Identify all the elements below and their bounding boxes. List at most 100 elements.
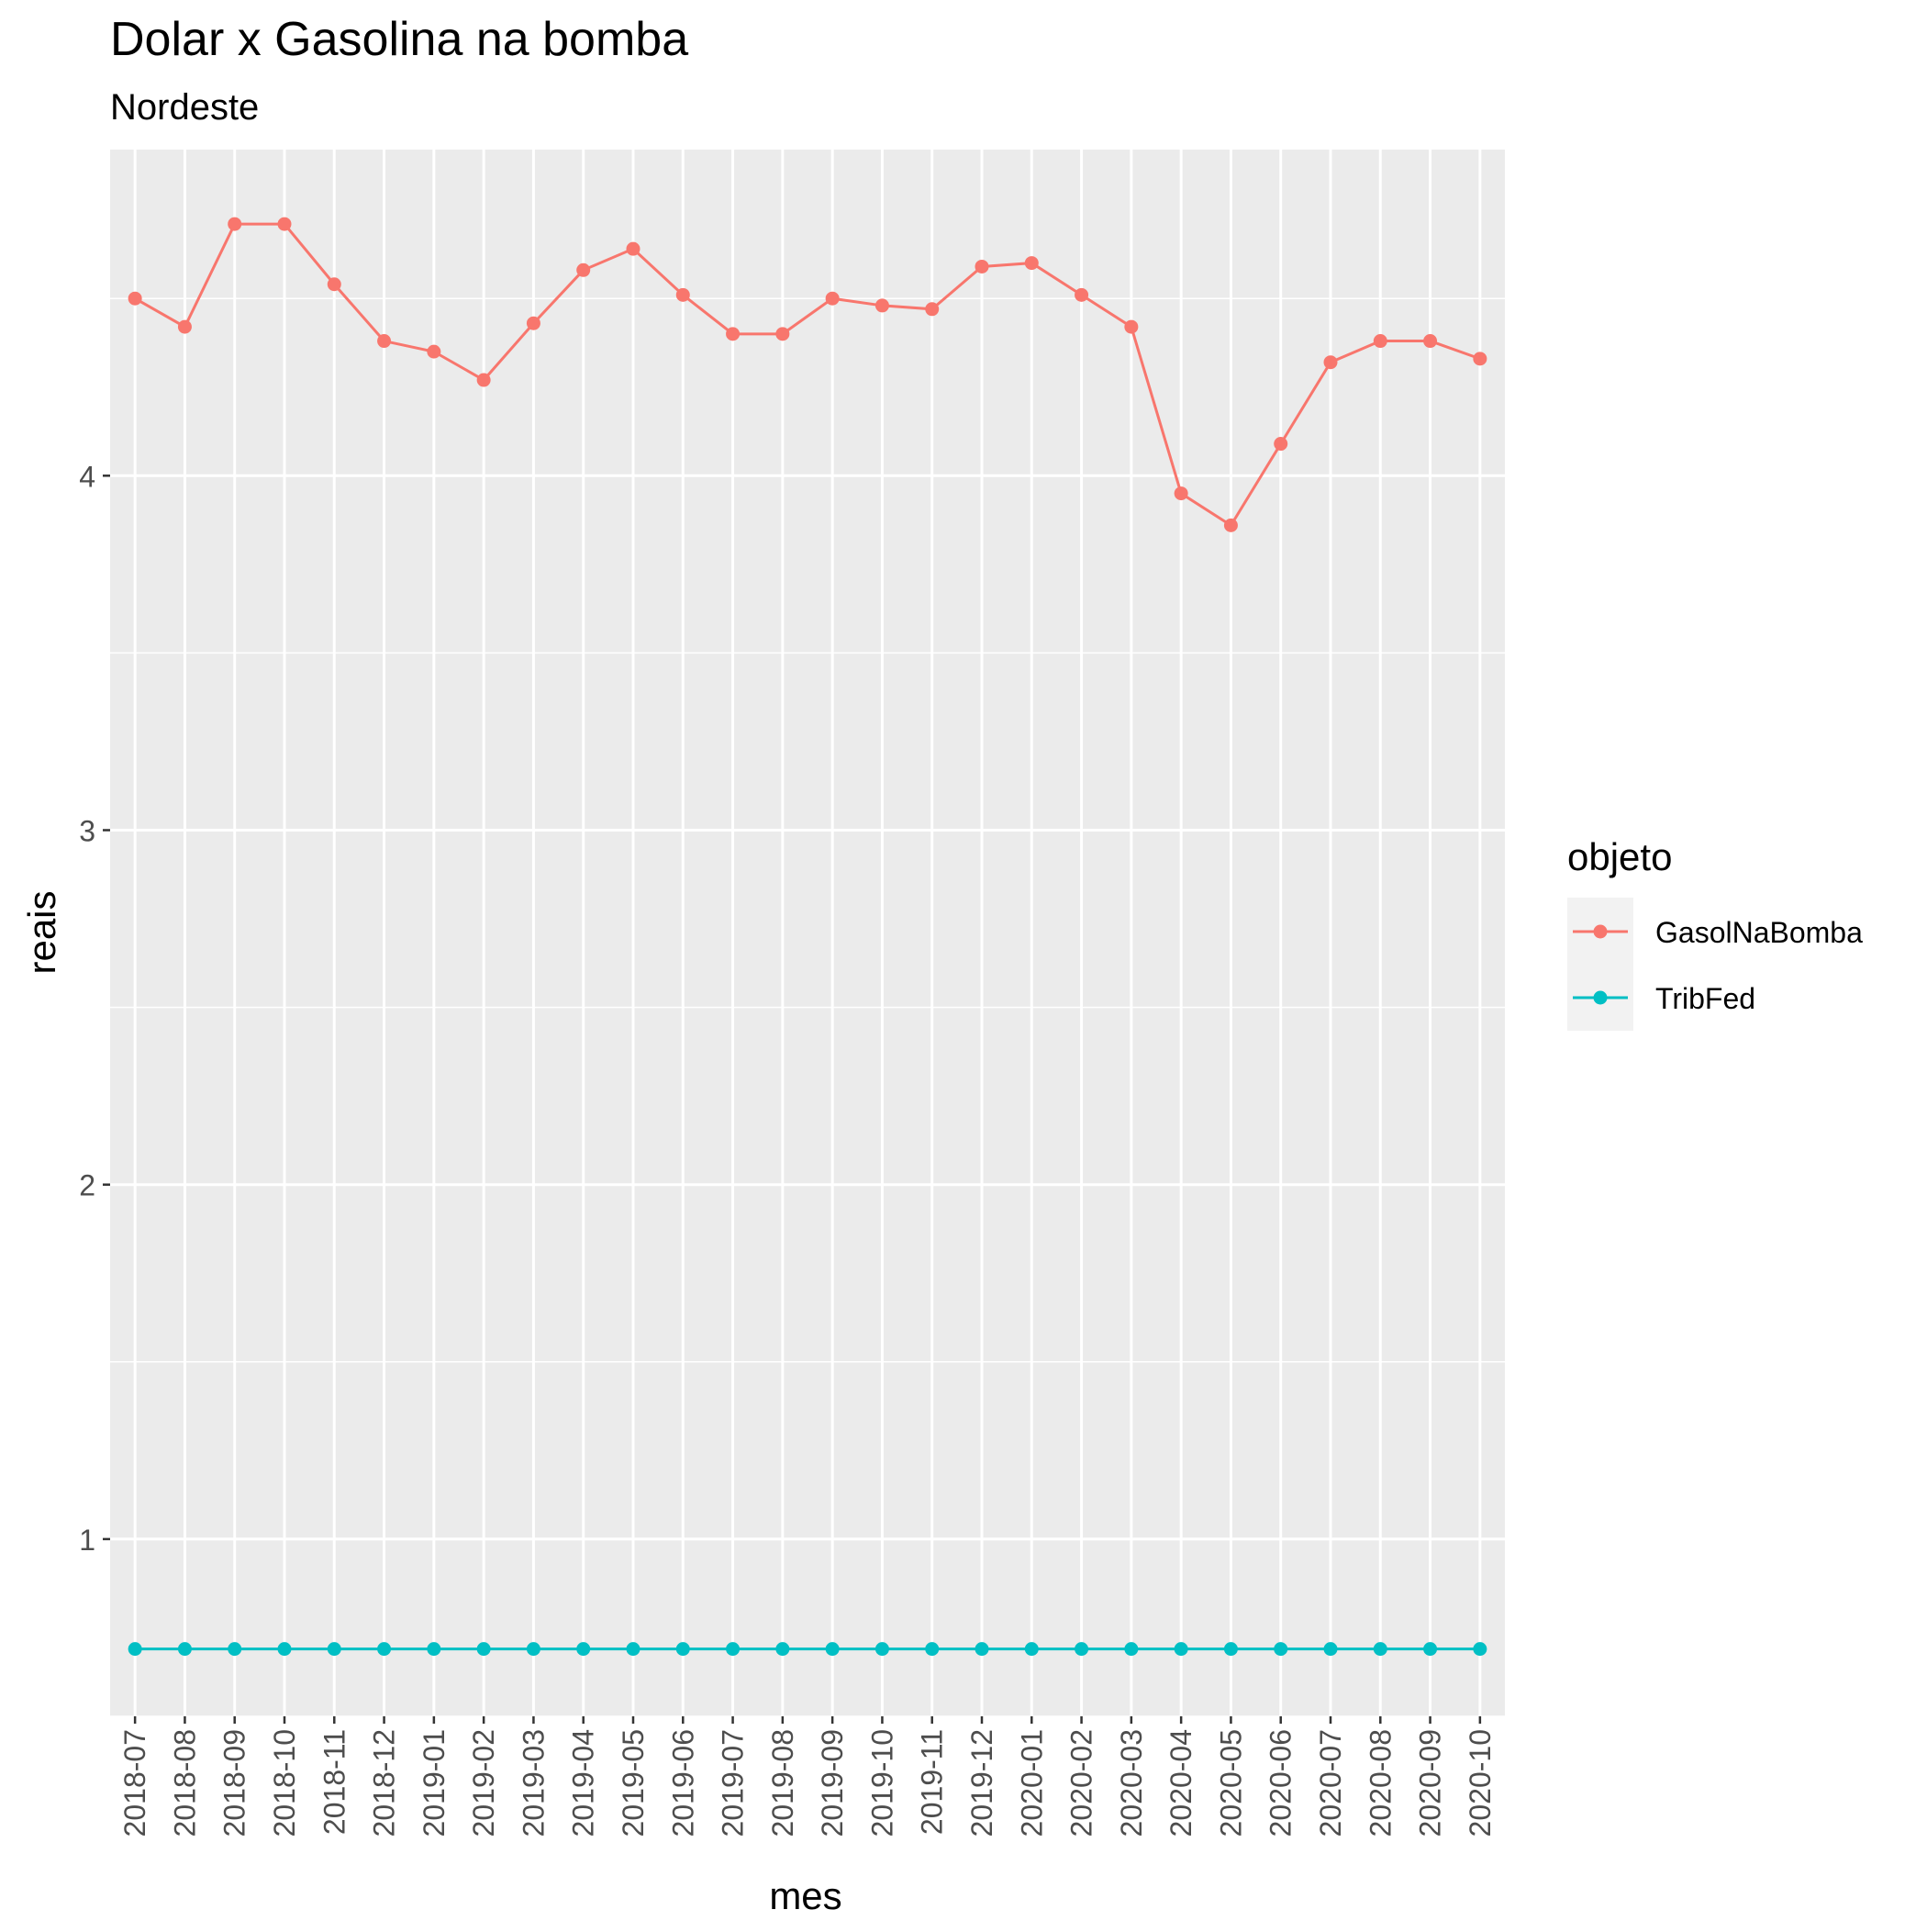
legend-label: TribFed [1655, 982, 1755, 1015]
data-point [427, 344, 441, 359]
y-tick-label: 1 [79, 1524, 95, 1557]
x-tick-label: 2018-08 [168, 1729, 201, 1837]
legend: objeto GasolNaBomba TribFed [1567, 835, 1863, 1031]
data-point [1124, 1642, 1139, 1657]
data-point [476, 373, 491, 387]
data-point [775, 327, 790, 341]
y-tick-label: 2 [79, 1169, 95, 1202]
x-tick-label: 2018-07 [118, 1729, 151, 1837]
plot-panel [110, 150, 1505, 1716]
grid [110, 150, 1505, 1717]
data-point [975, 1642, 989, 1657]
data-point [1473, 352, 1487, 366]
x-tick-label: 2018-09 [218, 1729, 251, 1837]
x-tick-label: 2020-01 [1015, 1729, 1048, 1837]
legend-label: GasolNaBomba [1655, 916, 1863, 949]
data-point [277, 217, 292, 231]
data-point [1174, 486, 1188, 501]
x-tick-label: 2019-05 [617, 1729, 650, 1837]
x-tick-label: 2019-03 [517, 1729, 550, 1837]
series-tribfed [128, 1642, 1487, 1657]
data-point [526, 316, 540, 330]
data-point [825, 1642, 840, 1657]
data-point [1174, 1642, 1188, 1657]
data-point [327, 277, 341, 292]
data-point [975, 259, 989, 274]
x-tick-label: 2020-09 [1414, 1729, 1447, 1837]
data-point [1075, 1642, 1089, 1657]
data-point [1024, 1642, 1039, 1657]
legend-items: GasolNaBomba TribFed [1573, 916, 1863, 1015]
data-point [1373, 1642, 1387, 1657]
x-tick-label: 2020-05 [1214, 1729, 1247, 1837]
data-point [1373, 334, 1387, 349]
data-point [177, 1642, 192, 1657]
x-tick-label: 2018-11 [317, 1729, 351, 1835]
data-point [775, 1642, 790, 1657]
x-tick-label: 2019-10 [865, 1729, 898, 1837]
x-tick-label: 2019-09 [816, 1729, 849, 1837]
x-tick-label: 2020-08 [1364, 1729, 1397, 1837]
x-tick-label: 2019-01 [418, 1729, 451, 1837]
data-point [1423, 334, 1438, 349]
legend-key-point [1593, 990, 1608, 1005]
x-tick-label: 2020-02 [1065, 1729, 1098, 1837]
data-point [377, 1642, 392, 1657]
data-point [526, 1642, 540, 1657]
legend-key-box [1567, 898, 1633, 1031]
series-gasolnabomba [128, 217, 1487, 532]
data-point [1473, 1642, 1487, 1657]
data-point [626, 1642, 640, 1657]
data-point [726, 1642, 741, 1657]
x-tick-label: 2020-04 [1164, 1729, 1197, 1837]
data-point [277, 1642, 292, 1657]
data-point [128, 291, 142, 306]
data-point [925, 302, 940, 317]
x-tick-label: 2020-10 [1464, 1729, 1497, 1837]
series-line [134, 222, 1481, 528]
data-point [427, 1642, 441, 1657]
chart-subtitle: Nordeste [110, 87, 259, 128]
data-point [228, 217, 242, 231]
data-point [1124, 319, 1139, 334]
legend-item-tribfed: TribFed [1573, 982, 1755, 1015]
data-point [1223, 1642, 1238, 1657]
data-point [1223, 518, 1238, 532]
x-tick-label: 2019-12 [965, 1729, 998, 1837]
data-point [377, 334, 392, 349]
axes: 1 2 3 4 2018-07 2018-08 2018-09 2018-10 2018-11 2… [79, 460, 1497, 1837]
x-tick-label: 2018-10 [268, 1729, 301, 1837]
x-tick-label: 2020-03 [1115, 1729, 1148, 1837]
data-point [1274, 437, 1288, 452]
x-tick-label: 2019-07 [717, 1729, 750, 1837]
x-tick-label: 2019-06 [666, 1729, 699, 1837]
series-layer [128, 217, 1487, 1657]
data-point [128, 1642, 142, 1657]
legend-key-point [1593, 924, 1608, 939]
data-point [1323, 355, 1338, 370]
y-tick-label: 4 [79, 460, 95, 493]
data-point [177, 319, 192, 334]
data-point [626, 241, 640, 256]
data-point [925, 1642, 940, 1657]
x-tick-label: 2019-08 [766, 1729, 799, 1837]
x-tick-label: 2019-11 [916, 1729, 949, 1835]
chart-title: Dolar x Gasolina na bomba [110, 13, 688, 66]
data-point [1075, 287, 1089, 302]
data-point [874, 298, 889, 313]
x-tick-label: 2019-02 [467, 1729, 500, 1837]
data-point [1423, 1642, 1438, 1657]
x-tick-label: 2018-12 [368, 1729, 401, 1837]
data-point [476, 1642, 491, 1657]
x-tick-label: 2019-04 [567, 1729, 600, 1837]
legend-item-gasolnabomba: GasolNaBomba [1573, 916, 1863, 949]
legend-title: objeto [1567, 835, 1672, 878]
x-tick-label: 2020-07 [1314, 1729, 1347, 1837]
data-point [675, 1642, 690, 1657]
data-point [874, 1642, 889, 1657]
y-tick-label: 3 [79, 815, 95, 848]
data-point [1274, 1642, 1288, 1657]
x-tick-label: 2020-06 [1264, 1729, 1298, 1837]
